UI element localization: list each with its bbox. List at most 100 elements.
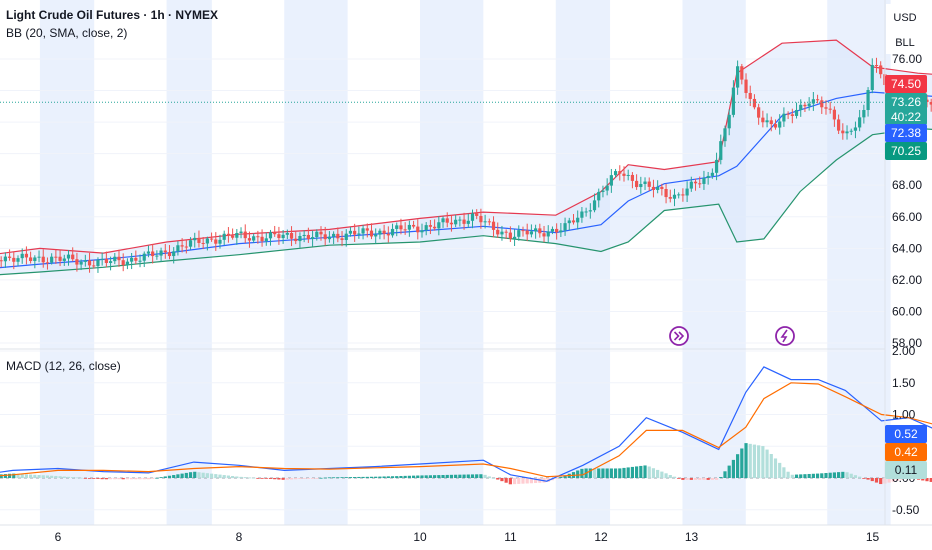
symbol-title[interactable]: Light Crude Oil Futures · 1h · NYMEX: [6, 8, 218, 22]
candle-90: [348, 227, 353, 237]
candle-130: [517, 225, 521, 241]
hist-bar-207: [837, 472, 841, 478]
hist-bar-70: [260, 478, 264, 479]
price-tick-8: 60.00: [892, 304, 922, 318]
candle-64: [239, 227, 243, 239]
candle-186: [752, 94, 757, 110]
candle-71: [268, 229, 273, 246]
candle-155: [622, 166, 626, 182]
hist-bar-66: [243, 477, 247, 478]
candle-47: [167, 245, 172, 260]
hist-bar-56: [201, 472, 205, 478]
unit-button[interactable]: BLL: [886, 30, 930, 54]
hist-bar-90: [344, 477, 348, 478]
hist-bar-133: [525, 478, 529, 484]
hist-bar-202: [815, 473, 820, 478]
hist-bar-175: [702, 478, 706, 480]
hist-bar-21: [54, 475, 58, 478]
hist-bar-36: [117, 478, 121, 480]
lightning-event-icon[interactable]: [775, 326, 795, 346]
hist-bar-83: [315, 478, 319, 479]
candle-40: [138, 254, 142, 268]
hist-bar-112: [437, 475, 441, 478]
hist-bar-61: [222, 475, 226, 478]
candle-92: [357, 226, 361, 239]
hist-bar-160: [639, 465, 643, 478]
hist-bar-228: [925, 478, 929, 482]
candle-12: [20, 248, 24, 264]
hist-bar-173: [693, 478, 698, 480]
hist-bar-188: [757, 445, 761, 478]
time-tick-2: 10: [413, 530, 427, 544]
candle-91: [353, 223, 357, 242]
hist-bar-178: [714, 478, 719, 480]
candle-29: [92, 259, 96, 269]
price-badges: 74.50 73.26 40:22 72.38 70.25 0.52 0.42 …: [885, 75, 927, 479]
hist-bar-165: [660, 471, 664, 478]
bb-lower-line: [0, 127, 932, 276]
candle-15: [33, 255, 37, 269]
hist-bar-40: [134, 478, 138, 480]
hist-bar-174: [698, 478, 702, 480]
candle-73: [277, 226, 281, 245]
candle-23: [66, 250, 71, 266]
hist-bar-198: [799, 474, 803, 478]
candle-212: [862, 104, 866, 124]
bb-indicator-label[interactable]: BB (20, SMA, close, 2): [6, 26, 127, 40]
hist-bar-166: [664, 473, 668, 478]
hist-bar-44: [151, 478, 155, 479]
hist-bar-209: [845, 472, 849, 478]
candle-148: [592, 193, 597, 213]
price-tick-0: 76.00: [892, 52, 922, 66]
hist-bar-58: [209, 473, 214, 478]
candle-170: [685, 181, 689, 202]
currency-label: USD: [893, 12, 916, 24]
candle-10: [12, 251, 16, 270]
hist-bar-91: [348, 477, 353, 478]
time-tick-5: 13: [685, 530, 699, 544]
candle-207: [841, 123, 845, 140]
candle-208: [845, 125, 849, 140]
hist-bar-134: [529, 478, 534, 484]
hist-bar-97: [374, 476, 378, 478]
candle-43: [151, 244, 155, 264]
candle-35: [117, 249, 121, 267]
hist-bar-187: [752, 444, 757, 478]
hist-bar-106: [411, 475, 416, 478]
hist-bar-33: [104, 478, 108, 480]
candle-72: [273, 225, 277, 237]
candle-181: [731, 80, 736, 118]
hist-bar-192: [773, 458, 778, 478]
svg-text:73.26: 73.26: [891, 95, 921, 109]
candle-24: [71, 247, 75, 262]
macd-tick-1: 1.50: [892, 376, 916, 390]
candle-126: [500, 225, 504, 241]
hist-bar-89: [340, 477, 344, 478]
candle-82: [315, 229, 319, 241]
upper-band-badge: 74.50: [885, 75, 927, 93]
fast-forward-event-icon[interactable]: [669, 326, 689, 346]
hist-bar-221: [895, 478, 900, 481]
candle-174: [702, 170, 706, 190]
candle-147: [588, 203, 592, 219]
currency-button[interactable]: USD: [886, 4, 930, 30]
hist-bar-63: [231, 476, 235, 478]
bar-countdown: 40:22: [891, 110, 921, 124]
hist-bar-100: [386, 476, 390, 478]
macd-indicator-label[interactable]: MACD (12, 26, close): [6, 359, 121, 373]
candle-97: [378, 228, 382, 240]
hist-bar-30: [92, 478, 96, 479]
candle-156: [626, 169, 630, 181]
hist-bar-14: [24, 474, 29, 478]
hist-bar-99: [382, 476, 386, 478]
hist-bar-95: [365, 476, 369, 478]
candle-134: [534, 224, 538, 239]
hist-bar-193: [778, 462, 782, 478]
hist-bar-204: [824, 473, 828, 478]
candle-116: [458, 216, 462, 227]
hist-bar-215: [870, 478, 874, 482]
hist-bar-28: [83, 478, 87, 479]
price-tick-4: 68.00: [892, 178, 922, 192]
candle-154: [618, 165, 622, 181]
